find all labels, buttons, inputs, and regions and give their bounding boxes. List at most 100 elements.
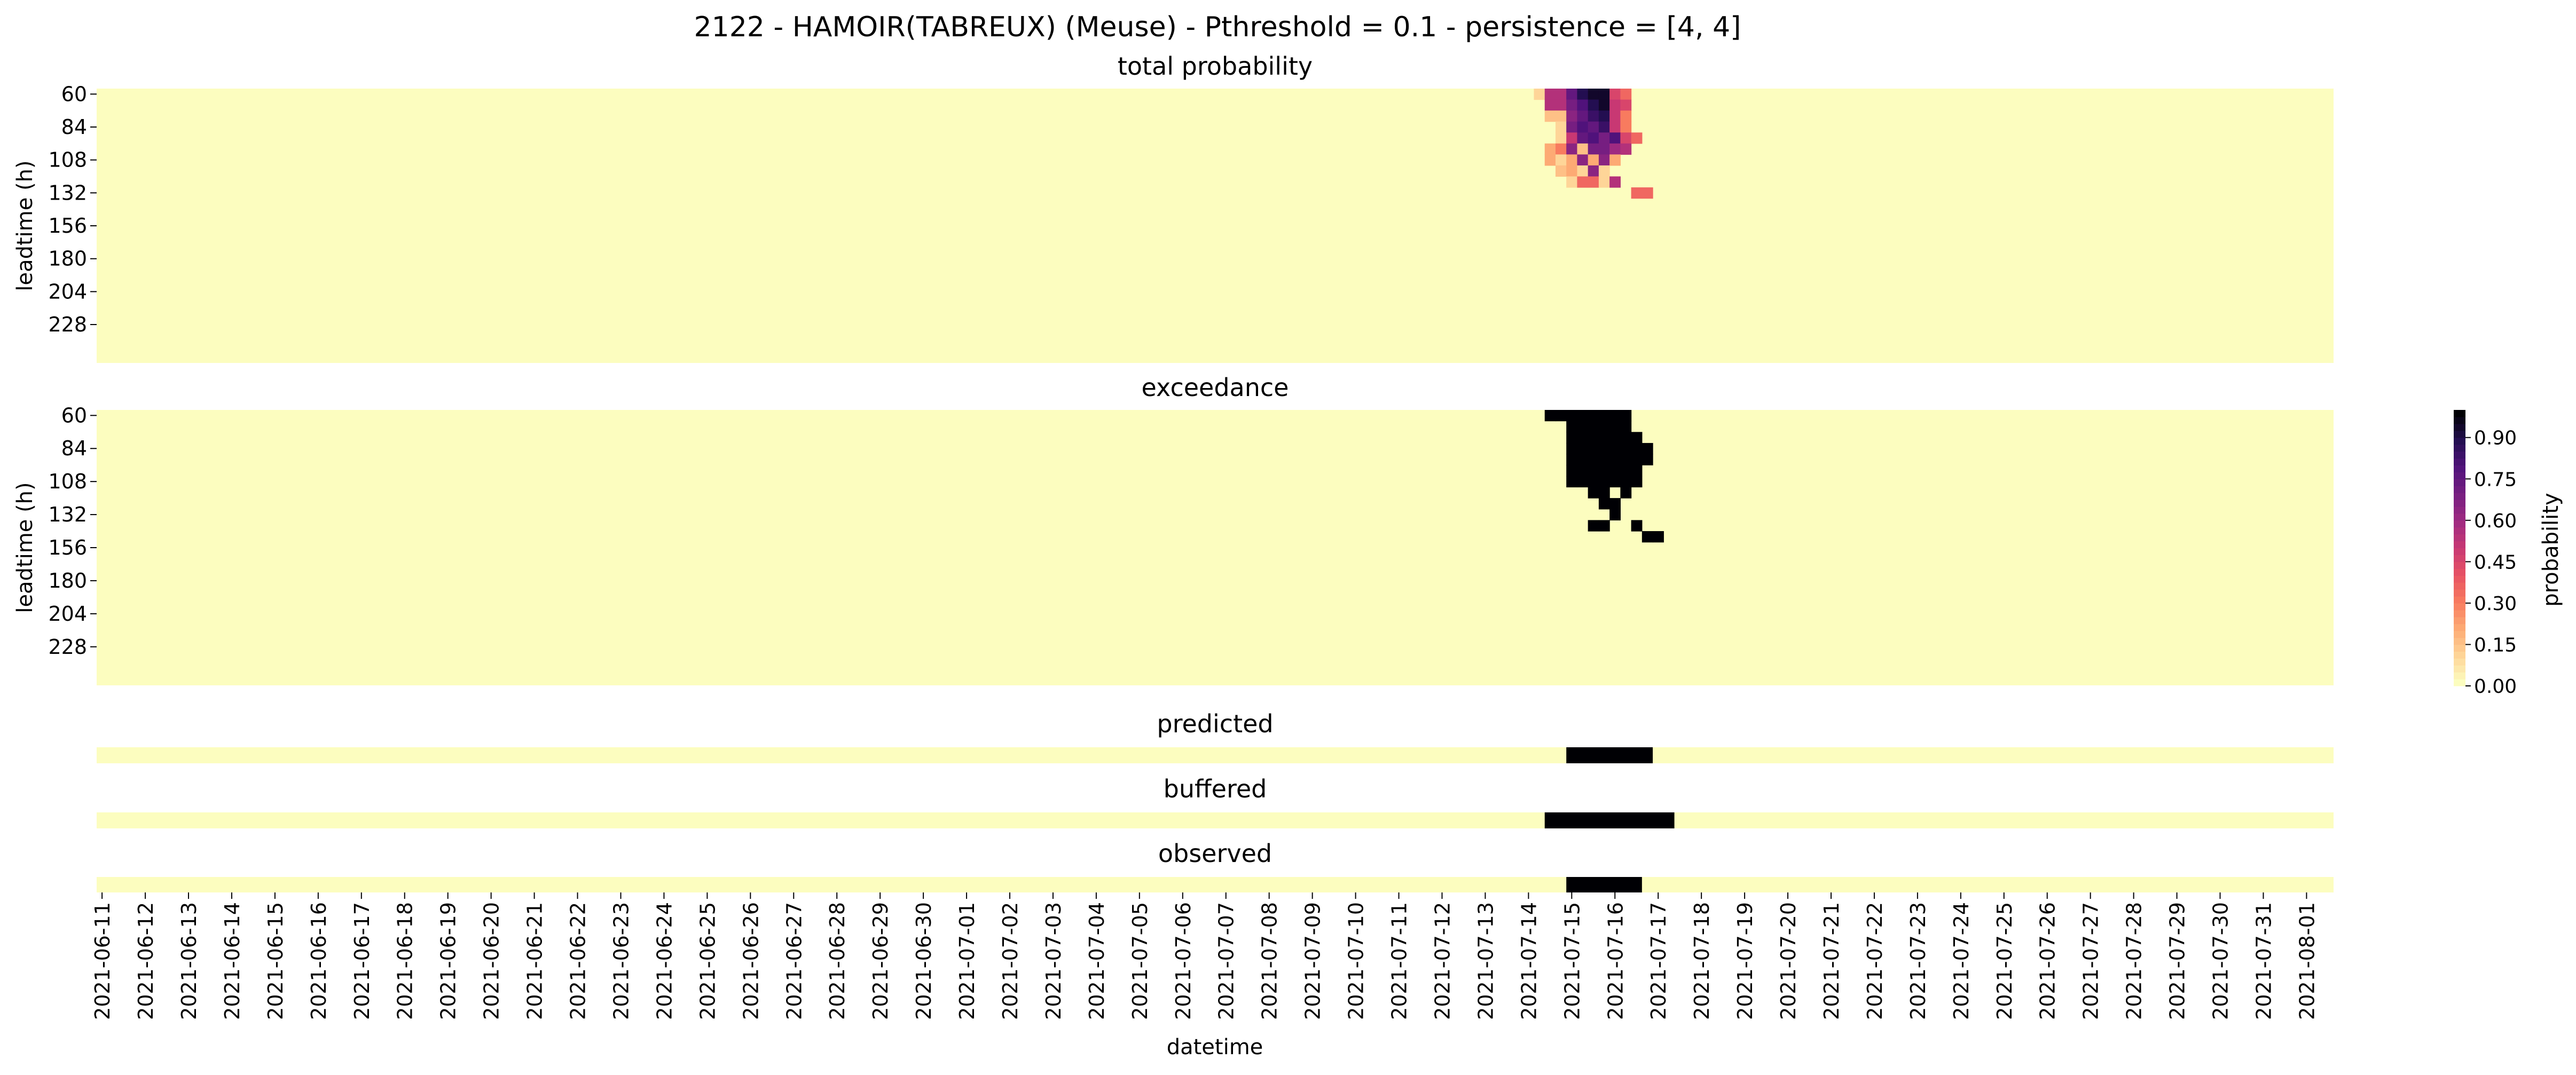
heatmap-cell	[1609, 454, 1621, 465]
colorbar-segment	[2454, 520, 2465, 528]
x-tick-label: 2021-07-29	[2166, 902, 2189, 1020]
heatmap-cell	[1609, 442, 1621, 455]
heatmap-cell	[1555, 143, 1567, 155]
x-tick-label: 2021-06-24	[653, 902, 676, 1020]
x-tick-label: 2021-06-22	[567, 902, 590, 1020]
heatmap-cell	[1566, 154, 1578, 166]
panel-title: observed	[1158, 839, 1272, 868]
y-axis-label: leadtime (h)	[13, 482, 37, 613]
heatmap-cell	[1609, 509, 1621, 520]
heatmap-cell	[1620, 487, 1632, 499]
x-tick-label: 2021-06-19	[437, 902, 460, 1020]
heatmap-cell	[1620, 410, 1632, 422]
x-tick-label: 2021-07-19	[1733, 902, 1757, 1020]
heatmap-cell	[1631, 187, 1643, 199]
heatmap-background	[97, 410, 2334, 685]
heatmap-cell	[1620, 143, 1632, 155]
heatmap-cell	[1620, 454, 1632, 465]
heatmap-cell	[1566, 165, 1578, 177]
y-axis-label: leadtime (h)	[13, 160, 37, 291]
x-tick-label: 2021-07-24	[1950, 902, 1973, 1020]
y-tick-label: 156	[48, 536, 87, 559]
heatmap-cell	[1609, 421, 1621, 432]
x-tick-label: 2021-06-17	[350, 902, 374, 1020]
heatmap-cell	[1620, 121, 1632, 133]
heatmap-cell	[1598, 476, 1610, 488]
x-tick-label: 2021-07-05	[1128, 902, 1152, 1020]
heatmap-cell	[1577, 465, 1589, 477]
x-tick-label: 2021-07-28	[2123, 902, 2146, 1020]
heatmap-cell	[1609, 132, 1621, 144]
panel-exceedance: exceedance 60 84 108 132 156 180 204 228 leadtime…	[13, 373, 2334, 685]
x-tick-label: 2021-06-18	[394, 902, 417, 1020]
heatmap-cell	[1566, 432, 1578, 444]
heatmap-cell	[1620, 89, 1632, 100]
heatmap-cell	[1577, 89, 1589, 100]
heatmap-cell	[1631, 454, 1643, 465]
x-tick-label: 2021-07-06	[1172, 902, 1195, 1020]
heatmap-cell	[1598, 121, 1610, 133]
x-tick-label: 2021-06-16	[307, 902, 331, 1020]
x-tick-label: 2021-07-07	[1215, 902, 1238, 1020]
heatmap-cell	[1598, 132, 1610, 144]
y-tick-label: 132	[48, 503, 87, 526]
x-axis-label: datetime	[1167, 1035, 1263, 1060]
x-tick-label: 2021-06-29	[869, 902, 892, 1020]
heatmap-cell	[1598, 421, 1610, 432]
y-tick-label: 108	[48, 148, 87, 172]
colorbar-segment	[2454, 568, 2465, 576]
heatmap-cell	[1544, 99, 1556, 111]
heatmap-cell	[1598, 143, 1610, 155]
panel-title: total probability	[1118, 52, 1313, 81]
heatmap-cell	[1555, 121, 1567, 133]
x-tick-label: 2021-08-01	[2295, 902, 2319, 1020]
heatmap-cell	[1577, 442, 1589, 455]
heatmap-cell	[1588, 154, 1599, 166]
colorbar-segment	[2454, 410, 2465, 417]
y-tick-label: 180	[48, 247, 87, 271]
colorbar: 0.00 0.15 0.30 0.45 0.60 0.75 0.90	[2454, 410, 2517, 698]
colorbar-segment	[2454, 527, 2465, 535]
heatmap-cell	[1620, 421, 1632, 432]
x-tick-label: 2021-06-11	[91, 902, 114, 1020]
heatmap-cell	[1577, 432, 1589, 444]
heatmap-cell	[1620, 132, 1632, 144]
heatmap-cell	[1609, 99, 1621, 111]
heatmap-cell	[1588, 520, 1599, 532]
heatmap-cell	[1566, 132, 1578, 144]
heatmap-cell	[1566, 143, 1578, 155]
y-tick-label: 204	[48, 280, 87, 303]
colorbar-segment	[2454, 562, 2465, 569]
heatmap-cell	[1631, 132, 1643, 144]
colorbar-tick-label: 0.60	[2474, 510, 2517, 532]
x-tick-label: 2021-07-26	[2036, 902, 2060, 1020]
x-tick-label: 2021-07-25	[1993, 902, 2016, 1020]
heatmap-cell	[1609, 176, 1621, 188]
heatmap-cell	[1588, 432, 1599, 444]
heatmap-cell	[1609, 410, 1621, 422]
colorbar-segment	[2454, 672, 2465, 679]
colorbar-segment	[2454, 548, 2465, 556]
heatmap-cell	[1577, 99, 1589, 111]
x-tick-label: 2021-06-27	[782, 902, 806, 1020]
heatmap-cell	[1577, 121, 1589, 133]
x-tick-label: 2021-06-14	[221, 902, 244, 1020]
heatmap-cell	[1555, 132, 1567, 144]
heatmap-cell	[1609, 432, 1621, 444]
heatmap-cell	[1577, 421, 1589, 432]
heatmap-cell	[1566, 476, 1578, 488]
heatmap-cell	[1566, 410, 1578, 422]
heatmap-cell	[1609, 154, 1621, 166]
x-tick-label: 2021-07-27	[2079, 902, 2103, 1020]
heatmap-cell	[1588, 89, 1599, 100]
colorbar-segment	[2454, 513, 2465, 521]
colorbar-segment	[2454, 506, 2465, 514]
heatmap-cell	[1588, 121, 1599, 133]
colorbar-segment	[2454, 430, 2465, 438]
heatmap-cell	[1577, 476, 1589, 488]
heatmap-cell	[1609, 89, 1621, 100]
heatmap-cell	[1566, 176, 1578, 188]
panel-total-probability: total probability 60 84 108 132 156 180 204 228 l…	[13, 52, 2334, 363]
heatmap-cell	[1555, 410, 1567, 422]
